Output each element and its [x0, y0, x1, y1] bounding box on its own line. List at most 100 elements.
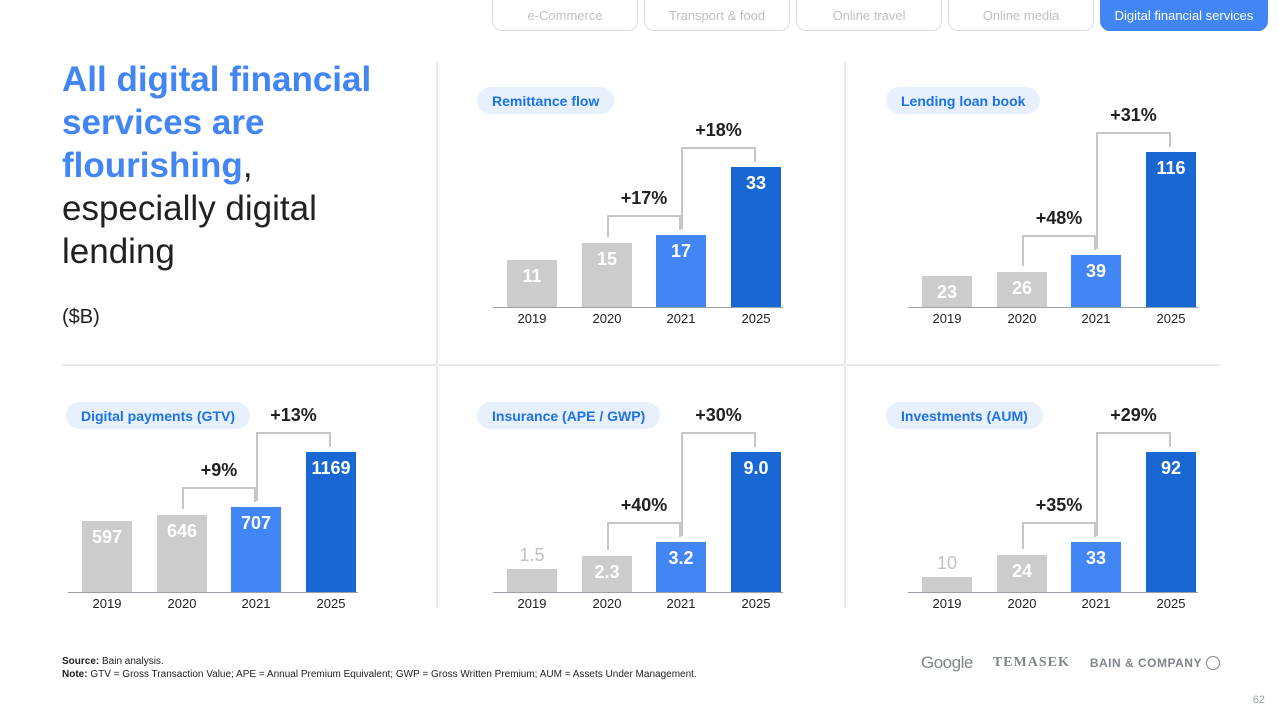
x-tick-label: 2025 [1156, 596, 1186, 611]
divider [844, 62, 846, 608]
bar [157, 514, 207, 592]
bar [82, 520, 132, 592]
growth-label: +30% [695, 405, 742, 425]
x-tick-label: 2019 [932, 311, 962, 326]
x-tick-label: 2021 [1081, 311, 1111, 326]
bar-value-label: 9.0 [743, 458, 769, 478]
bar-chart: 597 2019 646 2020 707 2021 1169 2025 +9% +13% [68, 392, 382, 632]
note-text: GTV = Gross Transaction Value; APE = Ann… [87, 669, 697, 680]
bar-value-label: 707 [240, 513, 272, 534]
bar [507, 260, 557, 307]
bain-logo-icon [1205, 656, 1220, 671]
title-comma: , [242, 146, 253, 185]
category-tabs: e-Commerce Transport & food Online trave… [492, 0, 1268, 31]
x-axis [68, 592, 358, 593]
growth-bracket [607, 522, 681, 538]
bar-chart: 10 2019 24 2020 33 2021 92 2025 +35% +29% [908, 392, 1222, 632]
growth-bracket [1022, 234, 1096, 250]
bar [507, 568, 557, 592]
growth-label: +17% [620, 187, 668, 208]
growth-label: +35% [1035, 494, 1083, 515]
bracket-left-leg [681, 432, 683, 537]
x-tick-label: 2021 [241, 596, 271, 611]
bar-value-label: 17 [670, 240, 692, 261]
bar-value-label: 11 [522, 266, 542, 287]
tab-digital-financial-services[interactable]: Digital financial services [1100, 0, 1268, 31]
x-tick-label: 2021 [666, 311, 696, 326]
bracket-left-leg [1096, 432, 1098, 536]
temasek-logo: TEMASEK [992, 655, 1070, 670]
chart-title-pill: Investments (AUM) [886, 402, 1043, 429]
bar-value-label: 1169 [311, 458, 351, 478]
growth-label: +13% [270, 405, 317, 425]
bracket-left-leg [1022, 234, 1024, 267]
x-axis [908, 307, 1198, 308]
bain-logo: BAIN & COMPANY [1090, 656, 1220, 671]
tab-e-commerce[interactable]: e-Commerce [492, 0, 638, 31]
growth-label: +18% [695, 120, 742, 140]
bain-logo-text: BAIN & COMPANY [1089, 655, 1202, 670]
bar [1071, 254, 1121, 307]
bar-value-label: 24 [1011, 561, 1033, 582]
x-tick-label: 2020 [1007, 596, 1037, 611]
x-axis [493, 592, 783, 593]
partner-logos: Google TEMASEK BAIN & COMPANY [921, 653, 1220, 673]
x-tick-label: 2019 [932, 596, 962, 611]
x-tick-label: 2019 [517, 311, 547, 326]
google-logo: Google [921, 653, 973, 672]
page-number: 62 [1252, 694, 1265, 706]
tab-transport-food[interactable]: Transport & food [644, 0, 790, 31]
bar [1146, 152, 1196, 307]
bar [1071, 541, 1121, 592]
growth-label: +9% [200, 460, 238, 481]
bar [582, 243, 632, 307]
bar [656, 542, 706, 592]
x-tick-label: 2019 [92, 596, 122, 611]
x-tick-label: 2025 [741, 596, 771, 611]
growth-bracket [1096, 432, 1171, 447]
bracket-left-leg [1022, 521, 1024, 550]
x-tick-label: 2021 [666, 596, 696, 611]
bar-value-label: 646 [166, 520, 198, 541]
footnote: Source: Bain analysis. Note: GTV = Gross… [62, 655, 697, 681]
growth-label: +29% [1110, 405, 1157, 425]
title-highlight: All digital financial services are flour… [62, 60, 372, 185]
bar-value-label: 23 [936, 282, 958, 303]
growth-bracket [182, 487, 256, 503]
bar-value-label: 92 [1160, 458, 1182, 478]
bracket-left-leg [1096, 132, 1098, 249]
bar-value-label: 26 [1011, 278, 1033, 299]
bar [731, 452, 781, 592]
x-tick-label: 2021 [1081, 596, 1111, 611]
bar-value-label: 3.2 [668, 548, 694, 569]
bar [231, 507, 281, 592]
chart-title-pill: Insurance (APE / GWP) [477, 402, 661, 429]
x-tick-label: 2025 [316, 596, 346, 611]
page-title: All digital financial services are flour… [62, 58, 392, 273]
growth-label: +48% [1035, 207, 1083, 228]
x-tick-label: 2020 [592, 596, 622, 611]
tab-online-media[interactable]: Online media [948, 0, 1094, 31]
bar-value-label: 2.3 [594, 562, 620, 583]
tab-online-travel[interactable]: Online travel [796, 0, 942, 31]
bar-value-label: 116 [1156, 158, 1186, 178]
x-tick-label: 2025 [741, 311, 771, 326]
bar [997, 272, 1047, 307]
bracket-left-leg [607, 214, 609, 238]
chart-title-pill: Lending loan book [886, 87, 1041, 114]
bar-chart: 23 2019 26 2020 39 2021 116 2025 +48% +31% [908, 105, 1222, 347]
bracket-left-leg [607, 522, 609, 551]
bracket-left-leg [182, 487, 184, 509]
title-rest: especially digital lending [62, 189, 317, 271]
bar-value-label: 33 [1085, 547, 1107, 568]
bar [306, 452, 356, 592]
growth-bracket [681, 432, 756, 447]
bracket-left-leg [681, 147, 683, 229]
growth-bracket [1096, 132, 1171, 147]
x-tick-label: 2019 [517, 596, 547, 611]
bar-value-label: 597 [91, 526, 123, 547]
x-axis [493, 307, 783, 308]
bar-value-label: 39 [1085, 260, 1107, 281]
x-axis [908, 592, 1198, 593]
bar [997, 555, 1047, 592]
